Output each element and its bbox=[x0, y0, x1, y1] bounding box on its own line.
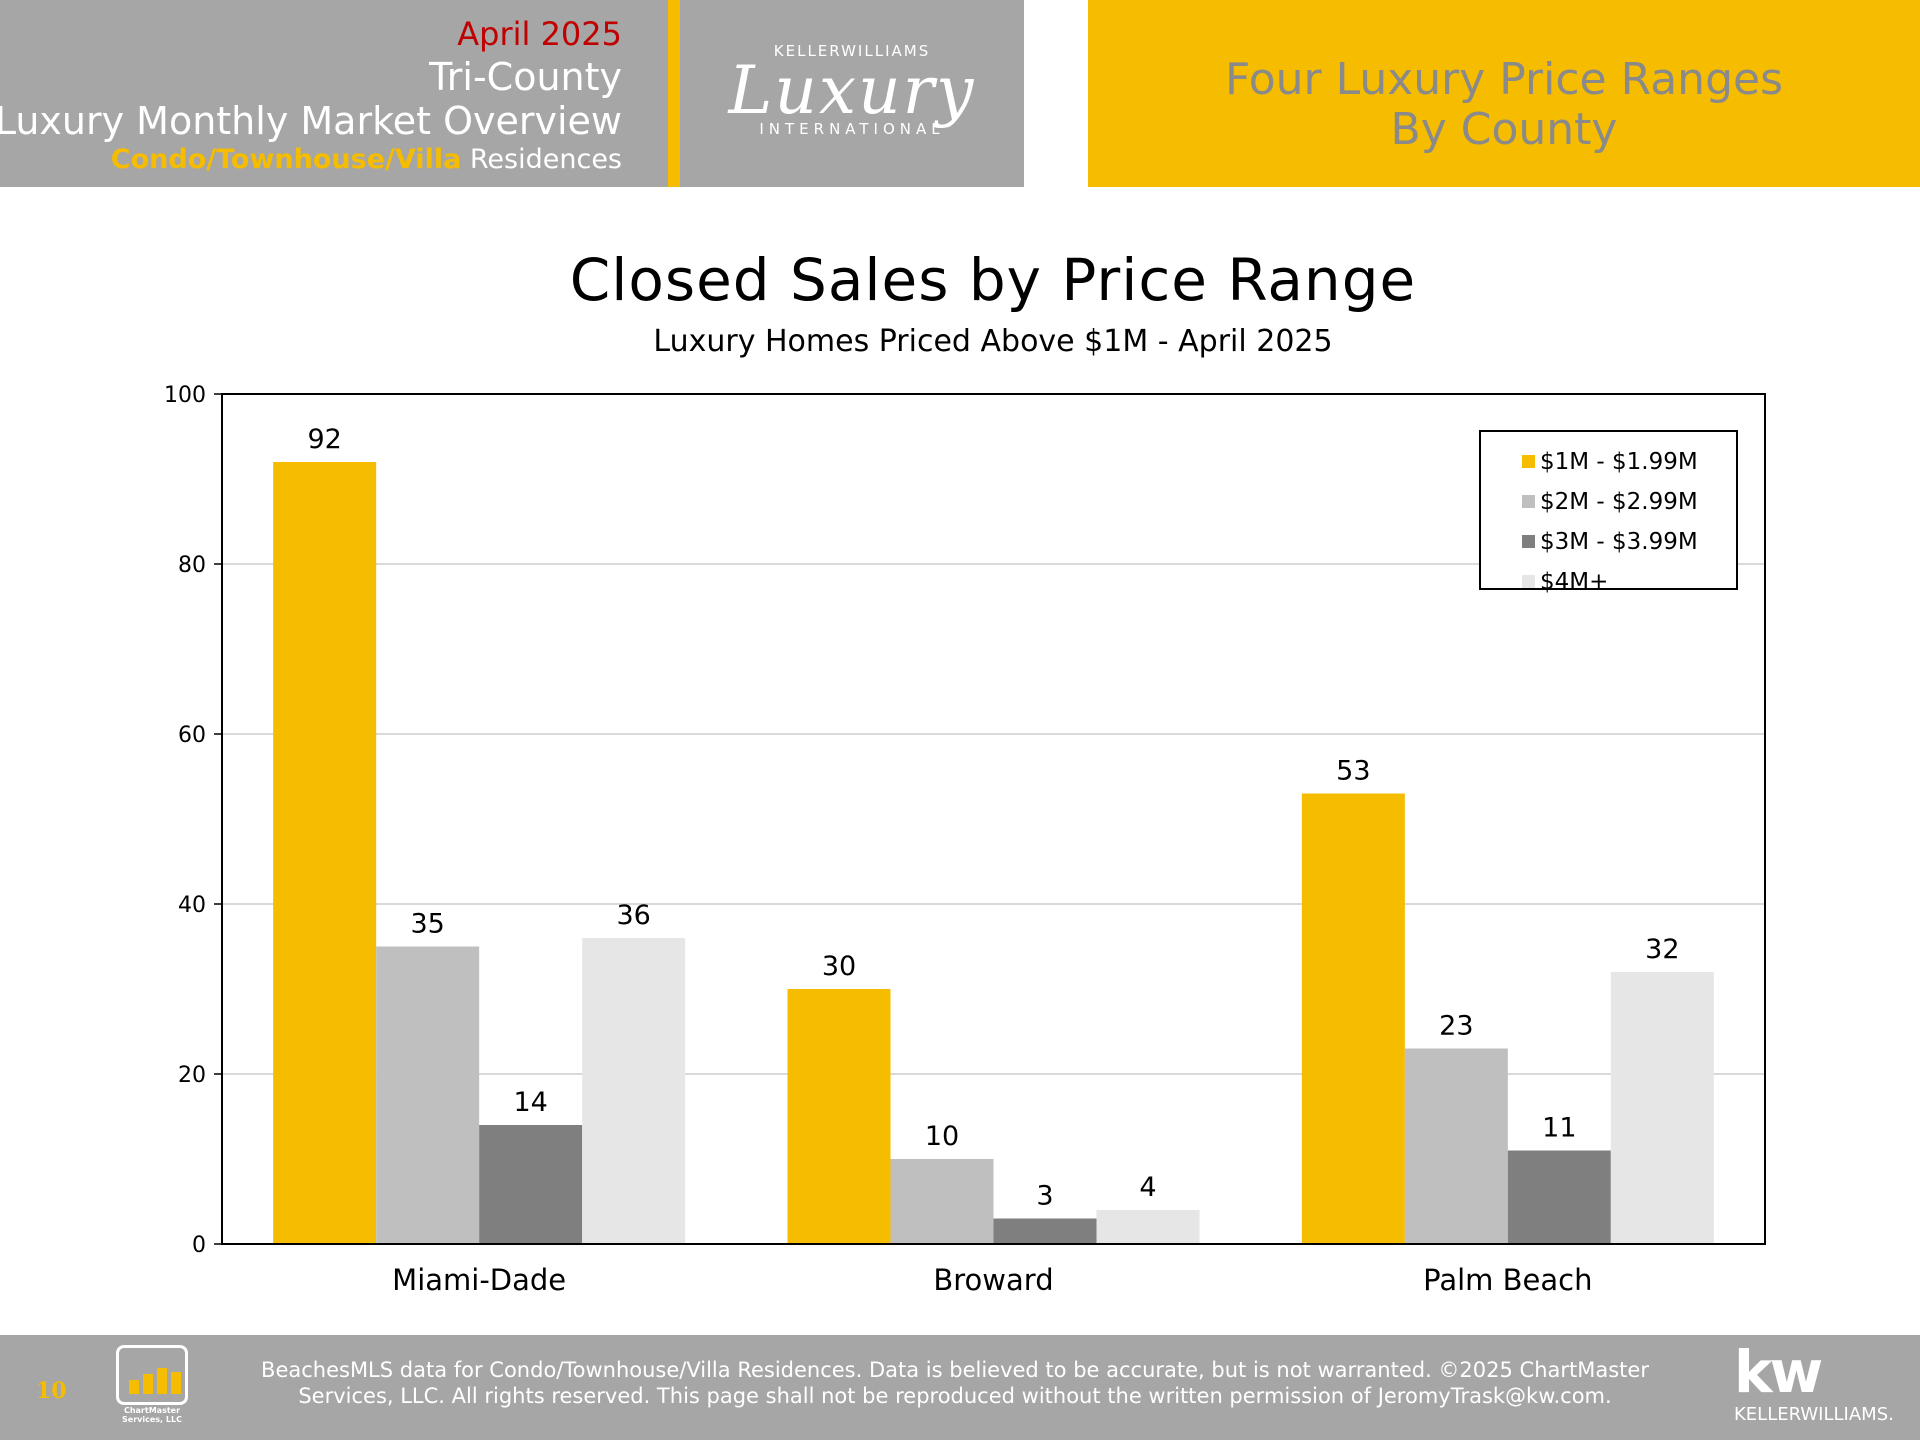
data-label: 4 bbox=[1139, 1172, 1156, 1203]
y-tick-label: 40 bbox=[178, 893, 206, 918]
property-type: Condo/Townhouse/Villa bbox=[110, 144, 462, 175]
bar bbox=[582, 938, 686, 1244]
legend-label: $4M+ bbox=[1540, 569, 1608, 595]
chart-title: Closed Sales by Price Range bbox=[569, 246, 1417, 314]
property-type-line: Condo/Townhouse/Villa Residences bbox=[111, 146, 622, 173]
disclaimer: BeachesMLS data for Condo/Townhouse/Vill… bbox=[250, 1357, 1660, 1409]
page-number: 10 bbox=[36, 1378, 67, 1404]
y-tick-label: 20 bbox=[178, 1063, 206, 1088]
data-label: 32 bbox=[1645, 934, 1679, 965]
chart-subtitle: Luxury Homes Priced Above $1M - April 20… bbox=[653, 324, 1333, 359]
y-tick-label: 0 bbox=[192, 1233, 206, 1258]
y-tick-label: 100 bbox=[164, 383, 206, 408]
report-region: Tri-County bbox=[429, 55, 622, 99]
bar bbox=[479, 1125, 583, 1244]
data-label: 14 bbox=[513, 1087, 547, 1118]
legend-swatch bbox=[1522, 575, 1535, 588]
legend-swatch bbox=[1522, 495, 1535, 508]
x-tick-label: Palm Beach bbox=[1423, 1263, 1592, 1297]
legend-label: $1M - $1.99M bbox=[1540, 449, 1698, 475]
legend-swatch bbox=[1522, 455, 1535, 468]
kw-logo-name: KELLERWILLIAMS. bbox=[1734, 1404, 1894, 1425]
data-label: 10 bbox=[925, 1121, 959, 1152]
footer-bar bbox=[0, 1335, 1920, 1440]
bar bbox=[1301, 793, 1405, 1244]
bar bbox=[787, 989, 891, 1244]
bar bbox=[376, 946, 480, 1244]
bar bbox=[890, 1159, 994, 1244]
chartmaster-logo-icon bbox=[116, 1345, 188, 1405]
header-divider bbox=[668, 0, 680, 187]
data-label: 36 bbox=[616, 900, 650, 931]
chartmaster-logo-text: ChartMaster Services, LLC bbox=[122, 1406, 182, 1424]
disclaimer-line2: Services, LLC. All rights reserved. This… bbox=[298, 1384, 1612, 1408]
logo-brand-bottom: INTERNATIONAL bbox=[759, 120, 945, 138]
report-date: April 2025 bbox=[457, 15, 622, 53]
luxury-logo: KELLERWILLIAMS Luxury INTERNATIONAL bbox=[680, 0, 1024, 187]
kw-logo-mark: kw bbox=[1734, 1338, 1823, 1406]
section-title-line1: Four Luxury Price Ranges bbox=[1225, 54, 1783, 105]
data-label: 35 bbox=[410, 909, 444, 940]
header-left-panel bbox=[0, 0, 668, 187]
bar bbox=[1404, 1048, 1508, 1244]
data-label: 3 bbox=[1036, 1181, 1053, 1212]
bar bbox=[1610, 972, 1714, 1244]
property-suffix: Residences bbox=[461, 144, 622, 175]
logo-brand-top: KELLERWILLIAMS bbox=[773, 42, 931, 60]
logo-script-text: Luxury bbox=[728, 52, 976, 129]
bar bbox=[1507, 1150, 1611, 1244]
report-title: Luxury Monthly Market Overview bbox=[0, 99, 622, 143]
plot-frame bbox=[221, 393, 1766, 1245]
bar bbox=[273, 462, 377, 1244]
data-label: 30 bbox=[822, 951, 856, 982]
y-tick-label: 80 bbox=[178, 553, 206, 578]
section-title-panel: Four Luxury Price Ranges By County bbox=[1088, 0, 1920, 187]
x-tick-label: Broward bbox=[933, 1263, 1053, 1297]
data-label: 53 bbox=[1336, 756, 1370, 787]
legend-swatch bbox=[1522, 535, 1535, 548]
x-tick-label: Miami-Dade bbox=[392, 1263, 566, 1297]
legend-label: $3M - $3.99M bbox=[1540, 529, 1698, 555]
legend-label: $2M - $2.99M bbox=[1540, 489, 1698, 515]
data-label: 11 bbox=[1542, 1113, 1576, 1144]
y-tick-label: 60 bbox=[178, 723, 206, 748]
disclaimer-line1: BeachesMLS data for Condo/Townhouse/Vill… bbox=[261, 1358, 1649, 1382]
data-label: 23 bbox=[1439, 1011, 1473, 1042]
section-title-line2: By County bbox=[1390, 104, 1618, 155]
bar bbox=[1096, 1210, 1200, 1244]
bar bbox=[993, 1218, 1097, 1244]
data-label: 92 bbox=[307, 424, 341, 455]
